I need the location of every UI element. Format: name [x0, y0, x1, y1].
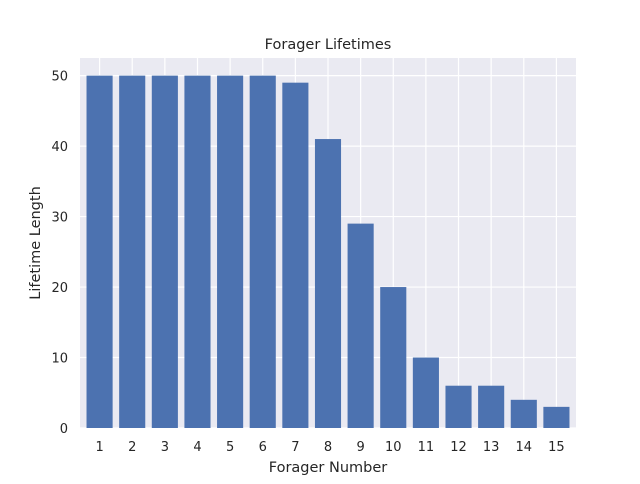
bar — [217, 75, 244, 428]
x-tick-labels: 1 2 3 4 5 6 7 8 9 10 11 12 13 14 15 — [95, 440, 564, 455]
x-tick-label: 9 — [356, 440, 364, 455]
bar — [412, 357, 439, 428]
bar — [282, 82, 309, 429]
x-tick-label: 7 — [291, 440, 299, 455]
x-tick-label: 4 — [193, 440, 201, 455]
x-tick-label: 14 — [516, 440, 533, 455]
x-tick-label: 8 — [324, 440, 332, 455]
bar — [510, 399, 537, 428]
bar — [119, 75, 146, 428]
x-tick-label: 10 — [385, 440, 402, 455]
y-tick-label: 30 — [51, 211, 68, 226]
x-tick-label: 5 — [226, 440, 234, 455]
y-axis-label: Lifetime Length — [28, 186, 44, 300]
y-tick-label: 0 — [60, 422, 68, 437]
x-axis-label: Forager Number — [269, 460, 388, 476]
x-tick-label: 12 — [450, 440, 467, 455]
y-tick-label: 40 — [51, 140, 68, 155]
x-tick-label: 13 — [483, 440, 500, 455]
bar — [249, 75, 276, 428]
bar — [380, 287, 407, 428]
chart-title: Forager Lifetimes — [265, 37, 392, 53]
bar — [151, 75, 178, 428]
bar — [445, 385, 472, 428]
bar — [478, 385, 505, 428]
y-tick-label: 20 — [51, 281, 68, 296]
bar — [347, 223, 374, 428]
y-tick-label: 50 — [51, 70, 68, 85]
x-tick-label: 15 — [548, 440, 565, 455]
bar — [86, 75, 113, 428]
bar — [184, 75, 211, 428]
bar — [543, 406, 570, 428]
x-tick-label: 1 — [95, 440, 103, 455]
x-tick-label: 6 — [259, 440, 267, 455]
x-tick-label: 11 — [418, 440, 435, 455]
y-tick-label: 10 — [51, 352, 68, 367]
bars — [86, 75, 570, 429]
bar — [314, 139, 342, 429]
x-tick-label: 2 — [128, 440, 136, 455]
y-tick-labels: 0 10 20 30 40 50 — [51, 70, 68, 437]
x-tick-label: 3 — [161, 440, 169, 455]
